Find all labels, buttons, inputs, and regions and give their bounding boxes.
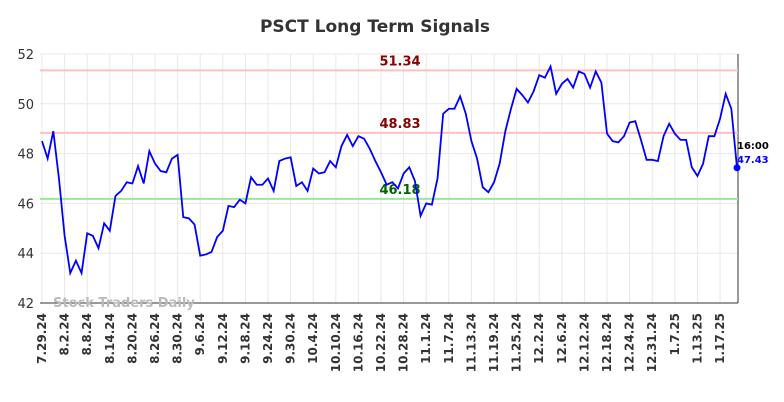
x-tick-label: 8.8.24 [80, 313, 94, 356]
x-tick-label: 12.31.24 [645, 313, 659, 372]
x-tick-label: 11.1.24 [419, 313, 433, 364]
y-tick-label: 44 [17, 247, 34, 262]
x-tick-label: 1.7.25 [668, 313, 682, 356]
chart-title: PSCT Long Term Signals [260, 17, 490, 37]
price-line [41, 63, 738, 277]
x-tick-label: 10.28.24 [397, 313, 411, 372]
x-tick-label: 10.10.24 [329, 313, 343, 372]
x-tick-label: 10.4.24 [306, 313, 320, 364]
x-tick-label: 8.20.24 [125, 313, 139, 364]
x-tick-label: 10.16.24 [351, 313, 365, 372]
x-tick-label: 9.18.24 [238, 313, 252, 364]
y-tick-label: 48 [17, 148, 34, 163]
x-tick-label: 9.12.24 [216, 313, 230, 364]
x-tick-label: 12.18.24 [600, 313, 614, 372]
y-tick-label: 46 [17, 197, 34, 212]
watermark: Stock Traders Daily [53, 296, 195, 311]
signal-label: 51.34 [379, 54, 420, 69]
x-tick-label: 12.24.24 [623, 313, 637, 372]
last-point [733, 164, 741, 172]
x-tick-label: 1.13.25 [690, 313, 704, 364]
x-tick-label: 8.14.24 [103, 313, 117, 364]
x-tick-label: 11.19.24 [487, 313, 501, 372]
x-tick-label: 12.2.24 [532, 313, 546, 364]
signal-label: 48.83 [379, 117, 420, 132]
last-time: 16:00 [737, 141, 769, 152]
x-tick-label: 9.6.24 [193, 313, 207, 356]
y-tick-label: 50 [17, 98, 34, 113]
signal-label: 46.18 [379, 183, 420, 198]
x-tick-label: 8.2.24 [58, 313, 72, 356]
x-tick-label: 12.6.24 [555, 313, 569, 364]
last-value: 47.43 [737, 155, 769, 166]
x-tick-label: 11.7.24 [442, 313, 456, 364]
x-tick-label: 9.24.24 [261, 313, 275, 364]
x-tick-label: 7.29.24 [35, 313, 49, 364]
x-tick-label: 8.26.24 [148, 313, 162, 364]
x-tick-label: 8.30.24 [171, 313, 185, 364]
x-tick-label: 1.17.25 [713, 313, 727, 364]
x-tick-label: 12.12.24 [577, 313, 591, 372]
y-tick-label: 42 [17, 297, 34, 312]
x-tick-label: 11.25.24 [510, 313, 524, 372]
x-tick-label: 9.30.24 [284, 313, 298, 364]
x-tick-label: 10.22.24 [374, 313, 388, 372]
y-tick-label: 52 [17, 48, 34, 63]
x-tick-label: 11.13.24 [464, 313, 478, 372]
